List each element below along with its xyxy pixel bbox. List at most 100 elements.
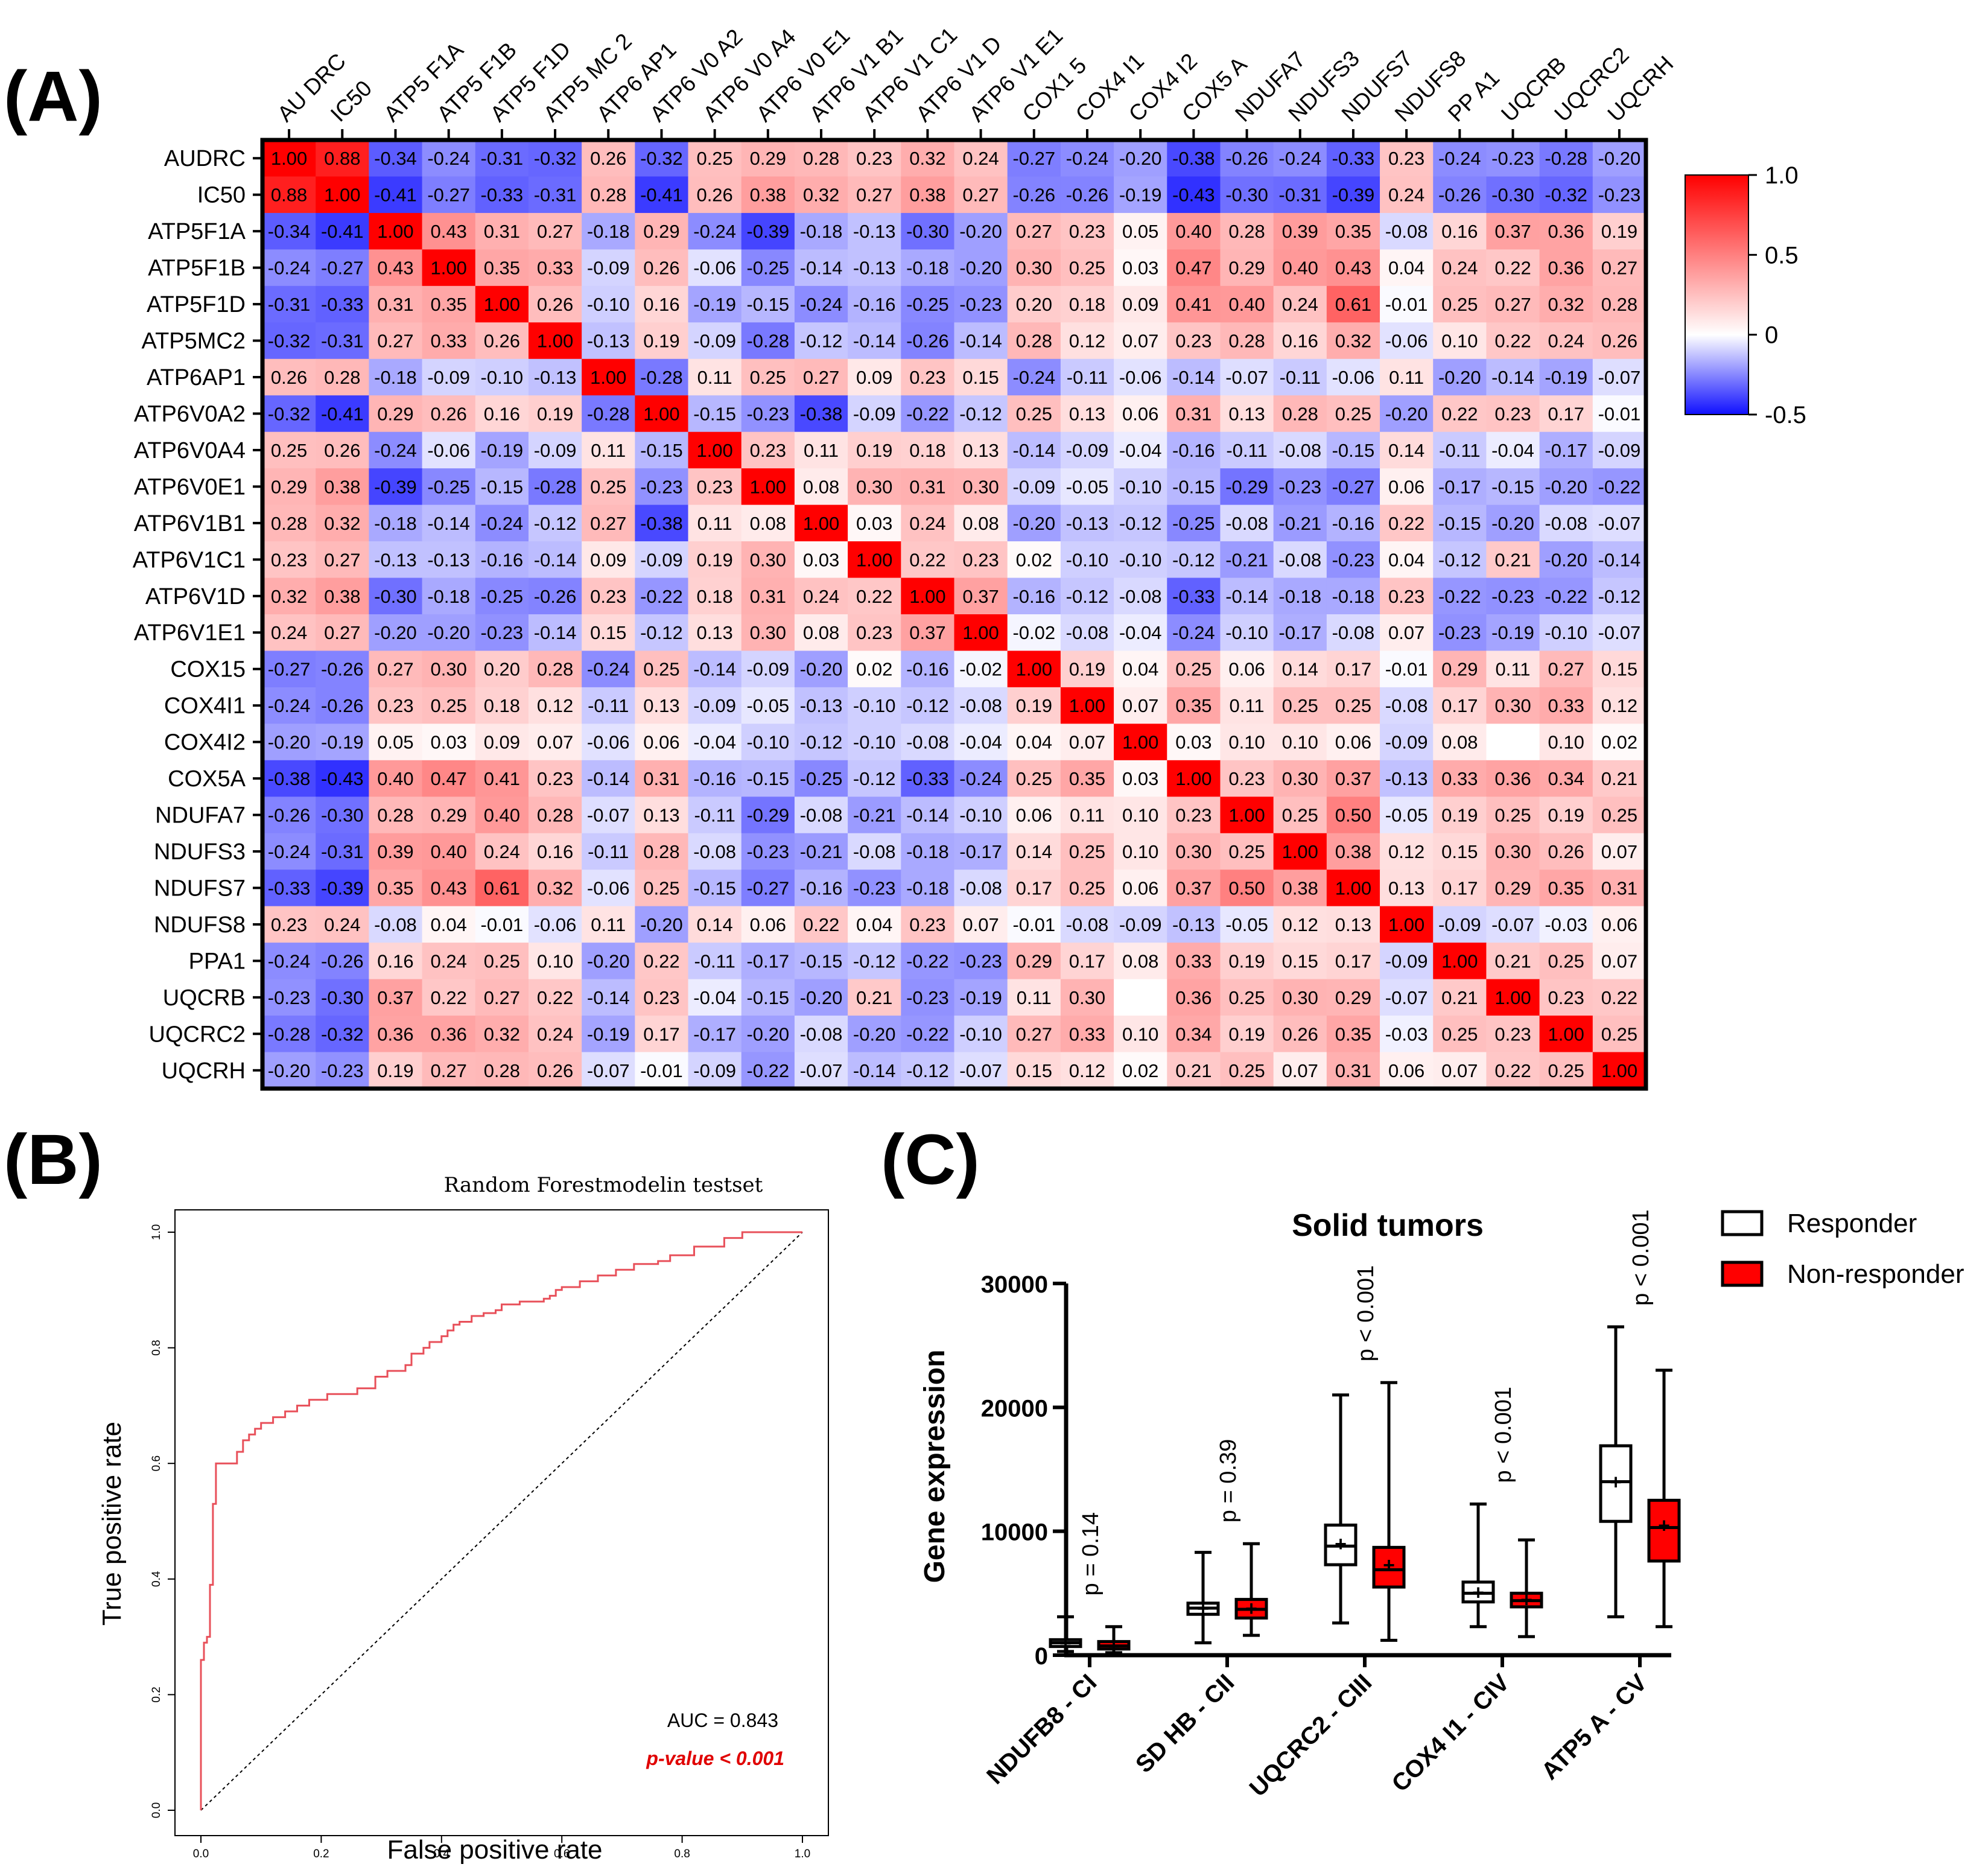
heatmap-cell-value: 0.15 [1016,1060,1052,1081]
box-pvalue-label: p < 0.001 [1353,1265,1379,1362]
heatmap-cell [422,760,476,797]
heatmap-cell-value: 0.28 [324,367,360,388]
heatmap-cell [741,468,795,506]
heatmap-cell [369,249,423,287]
heatmap-cell-value: 0.19 [537,403,573,424]
heatmap-cell [954,833,1008,870]
heatmap-cell-value: -0.41 [321,221,364,242]
heatmap-row-labels: AUDRC IC50 ATP5F1A ATP5F1B ATP5F1D ATP5MC2 ATP… [133,146,262,1084]
heatmap-cell [688,1052,742,1089]
heatmap-cell-value: -0.12 [906,1060,949,1081]
heatmap-cell-value: 0.40 [377,768,413,789]
heatmap-cell-value: -0.09 [853,403,896,424]
heatmap-cell [901,1016,955,1053]
heatmap-cell-value: 1.00 [856,549,892,570]
heatmap-cell [422,249,476,287]
heatmap-cell-value: -0.26 [321,950,364,972]
heatmap-cell [954,212,1008,250]
heatmap-cell [1273,577,1327,615]
heatmap-cell [794,322,848,360]
heatmap-cell-value: 0.24 [271,622,307,643]
heatmap-cell [688,249,742,287]
heatmap-cell-value: 0.07 [1282,1060,1318,1081]
heatmap-cell-value: -0.20 [1438,367,1481,388]
heatmap-cell [1007,504,1061,542]
heatmap-cell-value: -0.08 [800,1023,843,1045]
heatmap-cell-value: 1.00 [803,513,839,534]
heatmap-cell-value: -0.30 [1491,185,1534,206]
heatmap-cell-value: 0.35 [484,258,520,279]
heatmap-cell-value: 0.23 [643,987,679,1008]
heatmap-cell [262,358,316,396]
heatmap-cell-value: -0.33 [321,294,364,315]
heatmap-cell [528,614,582,652]
heatmap-cell-value: 0.06 [1122,877,1158,898]
heatmap-cell [741,1052,795,1089]
heatmap-cell-value: 0.17 [1016,877,1052,898]
heatmap-cell-value: -0.31 [1278,185,1321,206]
heatmap-cell [1486,650,1540,688]
heatmap-cell [635,650,689,688]
heatmap-cell-value: 0.33 [431,331,467,352]
heatmap-cell-value: -0.33 [1172,586,1215,607]
heatmap-cell-value: 0.31 [1335,1060,1371,1081]
heatmap-cell [794,979,848,1016]
heatmap-row-label: ATP5F1B [148,256,246,281]
heatmap-cell-value: -0.33 [1332,148,1375,169]
heatmap-cell-value: -0.23 [746,841,789,862]
heatmap-cell-value: 0.27 [803,367,839,388]
heatmap-cell-value: -0.14 [1012,440,1055,461]
heatmap-cell [475,943,529,980]
heatmap-cell [741,614,795,652]
box-group-label: UQCRC2 - CIII [1245,1669,1377,1802]
heatmap-cell [1167,1052,1221,1089]
heatmap-cell-value: -0.20 [427,622,470,643]
heatmap-cell [1433,285,1487,323]
heatmap-cell-value: -0.09 [1119,914,1162,935]
heatmap-cell [954,322,1008,360]
heatmap-cell [1380,212,1434,250]
heatmap-cell [1007,870,1061,907]
heatmap-cell [1114,577,1167,615]
colorbar-tick-label: 0 [1765,322,1778,349]
heatmap-cell [422,468,476,506]
heatmap-cell-value: 0.32 [324,513,360,534]
heatmap-cell-value: 0.17 [1069,950,1105,972]
heatmap-cell [582,249,635,287]
heatmap-cell [1220,395,1274,433]
heatmap-cell-value: 0.12 [1388,841,1424,862]
heatmap-cell [1007,431,1061,469]
heatmap-cell [848,797,901,834]
heatmap-cell [422,358,476,396]
heatmap-cell-value: 1.00 [1388,914,1424,935]
heatmap-cell [848,577,901,615]
heatmap-cell [422,614,476,652]
heatmap-cell-value: 0.19 [856,440,892,461]
heatmap-cell-value: 0.26 [590,148,626,169]
heatmap-cell [794,724,848,761]
heatmap-cell [794,541,848,579]
heatmap-cell [1060,906,1114,943]
box-group: + + p < 0.001 COX4 I1 - CIV [1386,1387,1543,1797]
heatmap-cell [1380,724,1434,761]
heatmap-cell-value: -0.08 [1545,513,1587,534]
heatmap-cell-value: 0.07 [1388,622,1424,643]
heatmap-cell-value: 0.21 [1494,950,1531,972]
heatmap-cell [369,541,423,579]
heatmap-cell [954,395,1008,433]
heatmap-cell [1114,541,1167,579]
heatmap-cell [741,650,795,688]
roc-y-tick-label: 0.4 [150,1571,163,1587]
heatmap-cell-value: -0.28 [268,1023,311,1045]
heatmap-cell-value: -0.39 [1332,185,1375,206]
heatmap-cell-value: -0.09 [534,440,577,461]
heatmap-cell-value: 0.02 [1122,1060,1158,1081]
heatmap-cell-value: -0.24 [268,695,311,716]
heatmap-cell-value: -0.11 [1280,367,1321,388]
heatmap-cell-value: 0.06 [1228,659,1265,680]
heatmap-cell-value: -0.08 [1385,695,1428,716]
heatmap-cell-value: -0.07 [1598,622,1641,643]
heatmap-cell-value: -0.17 [1545,440,1587,461]
heatmap-cell-value: 0.26 [431,403,467,424]
